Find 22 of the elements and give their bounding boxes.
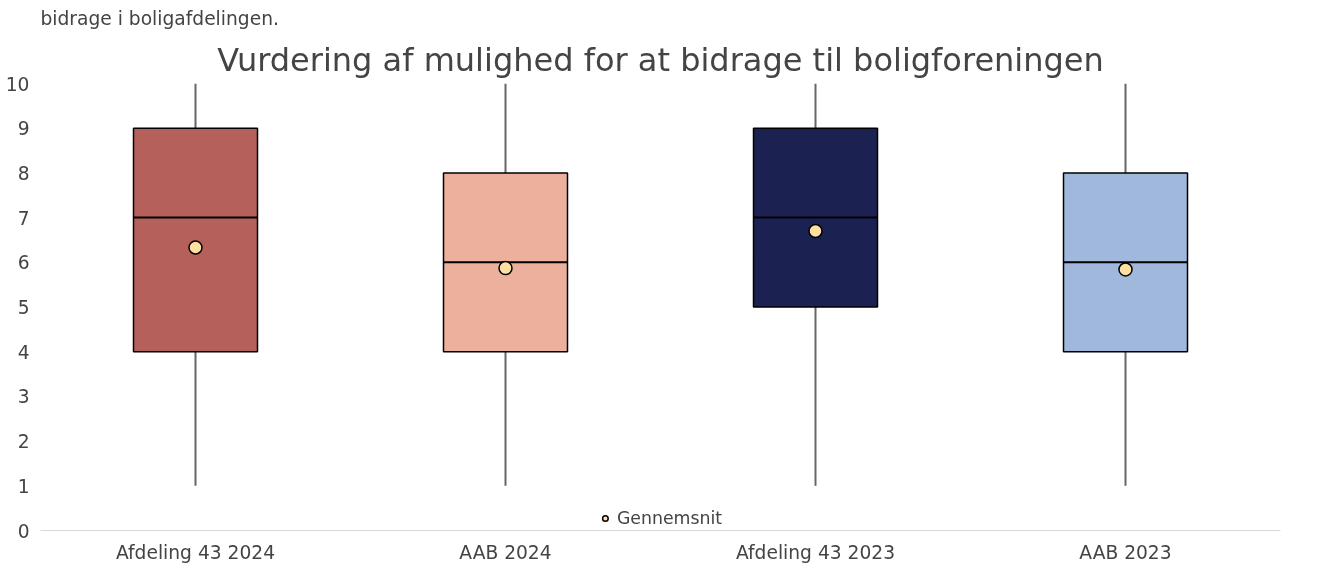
- y-tick-label: 6: [17, 252, 30, 274]
- y-tick-label: 1: [17, 475, 30, 497]
- y-tick-label: 3: [17, 386, 30, 408]
- text: bidrage i boligafdelingen.: [40, 7, 279, 29]
- legend-label: Gennemsnit: [616, 508, 723, 528]
- point: [1118, 262, 1133, 277]
- x-tick-label: AAB 2023: [1079, 541, 1172, 563]
- x-tick-label: Afdeling 43 2023: [735, 541, 896, 563]
- x-tick-label: AAB 2024: [459, 541, 552, 563]
- y-tick-label: 0: [17, 520, 30, 542]
- y-tick-label: 5: [17, 297, 30, 318]
- chart-title: Vurdering af mulighed for at bidrage til boligforeningen: [217, 40, 1104, 79]
- y-tick-label: 2: [17, 431, 30, 453]
- y-tick-label: 4: [17, 341, 30, 363]
- y-tick-label: 9: [17, 118, 30, 140]
- y-tick-label: 10: [5, 73, 30, 95]
- point: [498, 260, 513, 276]
- x-tick-label: Afdeling 43 2024: [115, 541, 276, 563]
- y-tick-label: 8: [17, 162, 30, 184]
- point: [808, 223, 823, 239]
- point: [188, 240, 203, 255]
- y-tick-label: 7: [17, 207, 30, 229]
